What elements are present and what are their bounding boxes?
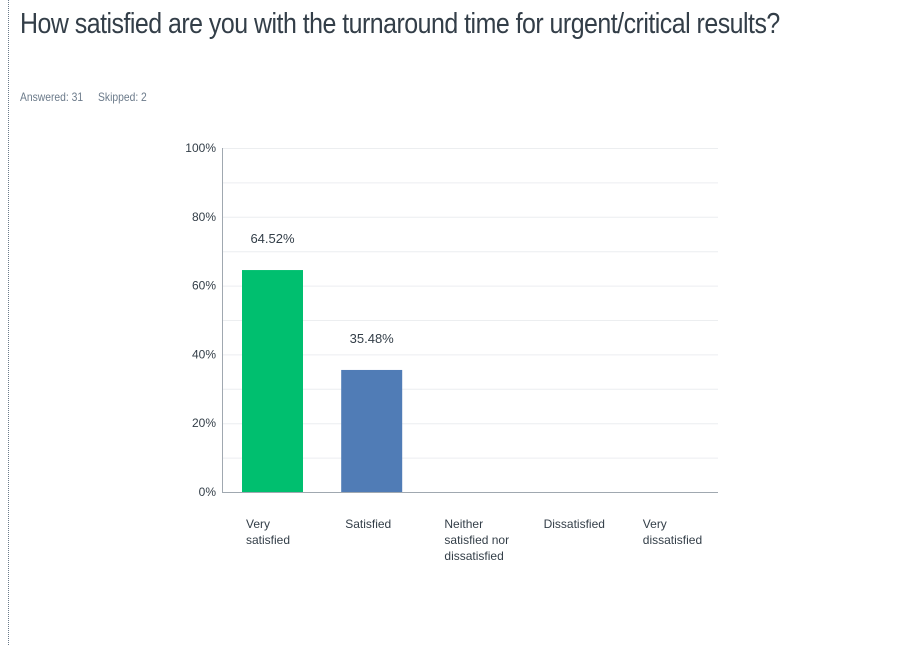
bar	[341, 369, 403, 492]
x-category-label: satisfied	[246, 533, 290, 547]
y-tick-label: 20%	[192, 416, 216, 430]
y-tick-label: 60%	[192, 279, 216, 293]
response-stats: Answered: 31 Skipped: 2	[20, 90, 159, 104]
question-title: How satisfied are you with the turnaroun…	[20, 8, 780, 40]
x-category-label: satisfied nor	[444, 533, 509, 547]
answered-count: Answered: 31	[20, 90, 84, 104]
bar-value-label: 64.52%	[250, 231, 295, 246]
y-tick-label: 40%	[192, 347, 216, 361]
x-category-label: Neither	[444, 517, 483, 531]
left-border-rule	[8, 0, 9, 645]
bar-value-label: 35.48%	[350, 331, 395, 346]
skipped-count: Skipped: 2	[98, 90, 147, 104]
x-category-label: dissatisfied	[643, 533, 702, 547]
bar	[242, 270, 303, 492]
y-tick-label: 80%	[192, 210, 216, 224]
y-tick-label: 100%	[185, 141, 216, 155]
x-category-label: Satisfied	[345, 517, 391, 531]
x-category-label: Very	[246, 517, 270, 531]
y-tick-label: 0%	[199, 485, 217, 499]
x-category-label: Very	[643, 517, 667, 531]
x-category-label: Dissatisfied	[544, 517, 605, 531]
x-category-label: dissatisfied	[444, 549, 503, 563]
